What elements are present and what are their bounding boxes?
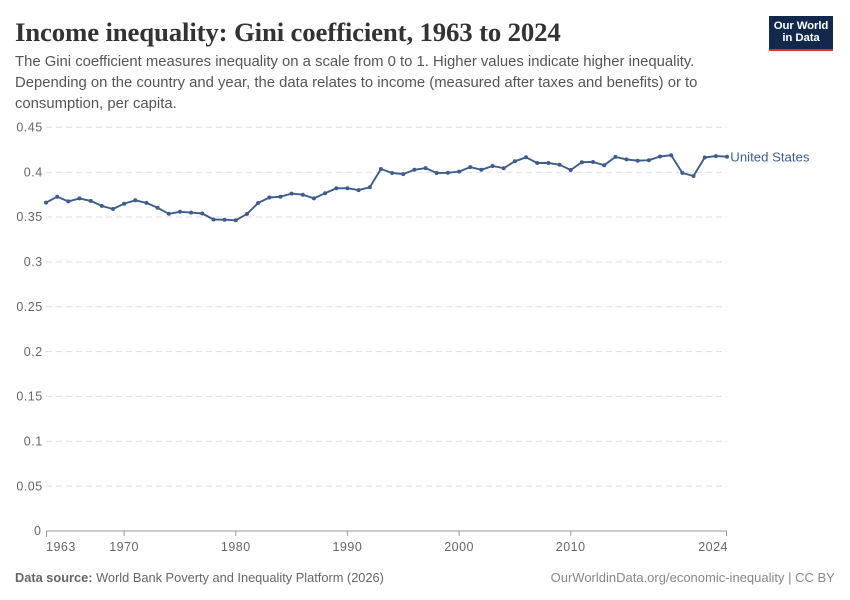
svg-text:0.25: 0.25 bbox=[16, 300, 42, 314]
svg-text:1990: 1990 bbox=[332, 540, 362, 554]
svg-text:2000: 2000 bbox=[444, 540, 474, 554]
svg-text:2010: 2010 bbox=[556, 540, 586, 554]
svg-text:0.4: 0.4 bbox=[24, 165, 43, 179]
svg-text:0.1: 0.1 bbox=[24, 435, 43, 449]
svg-text:1963: 1963 bbox=[46, 540, 76, 554]
svg-text:0.05: 0.05 bbox=[16, 479, 42, 493]
svg-text:0.3: 0.3 bbox=[24, 255, 43, 269]
svg-text:2024: 2024 bbox=[698, 540, 728, 554]
svg-text:0.2: 0.2 bbox=[24, 345, 43, 359]
svg-text:0.15: 0.15 bbox=[16, 390, 42, 404]
svg-text:United States: United States bbox=[730, 149, 810, 164]
svg-text:1970: 1970 bbox=[109, 540, 139, 554]
svg-text:1980: 1980 bbox=[221, 540, 251, 554]
svg-text:0: 0 bbox=[34, 524, 41, 538]
svg-text:0.45: 0.45 bbox=[16, 121, 42, 135]
svg-text:0.35: 0.35 bbox=[16, 210, 42, 224]
